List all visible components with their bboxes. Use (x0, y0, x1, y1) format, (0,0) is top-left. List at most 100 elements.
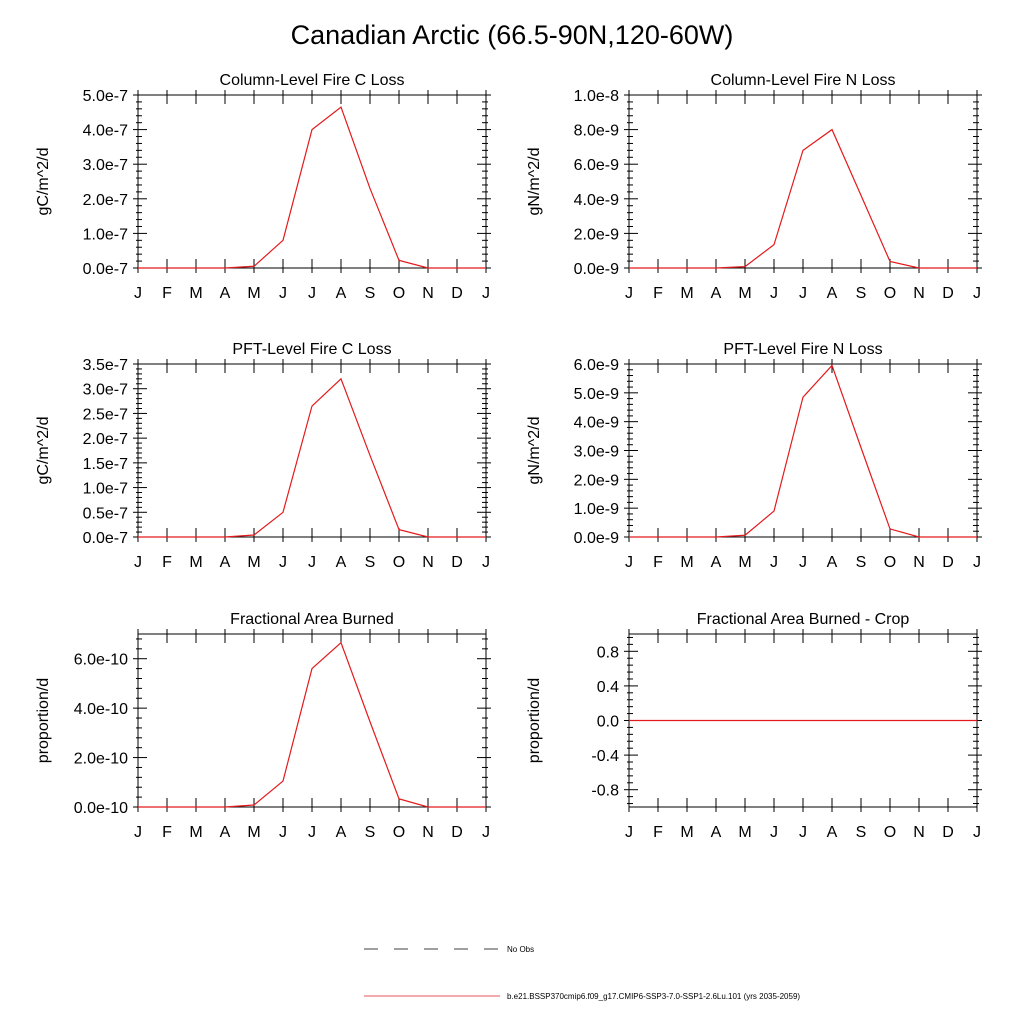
legend (364, 948, 500, 997)
x-tick-label: A (336, 824, 347, 841)
x-tick-label: J (134, 824, 142, 841)
y-axis-label: gC/m^2/d (35, 148, 52, 216)
y-axis-label: gN/m^2/d (526, 148, 543, 216)
x-tick-label: J (625, 285, 633, 302)
x-tick-label: F (653, 554, 663, 571)
series-line (629, 364, 977, 538)
y-tick-label: 0.0 (597, 714, 619, 731)
x-tick-label: M (247, 824, 260, 841)
x-tick-label: O (393, 824, 405, 841)
x-tick-label: F (653, 824, 663, 841)
panel-frame (137, 94, 487, 269)
y-tick-label: 1.0e-7 (83, 481, 128, 498)
y-tick-label: 0.0e-9 (574, 261, 619, 278)
x-tick-label: J (770, 554, 778, 571)
x-tick-label: M (247, 285, 260, 302)
y-tick-label: 0.0e-7 (83, 261, 128, 278)
y-tick-label: 3.0e-9 (574, 444, 619, 461)
x-tick-label: M (680, 824, 693, 841)
x-tick-label: O (884, 554, 896, 571)
y-tick-label: 2.0e-7 (83, 431, 128, 448)
y-tick-label: 1.0e-8 (574, 88, 619, 105)
y-tick-label: 4.0e-9 (574, 415, 619, 432)
x-tick-label: S (856, 554, 867, 571)
x-tick-label: M (680, 285, 693, 302)
y-tick-label: 0.5e-7 (83, 505, 128, 522)
x-tick-label: N (913, 285, 925, 302)
x-tick-label: F (653, 285, 663, 302)
x-tick-label: O (393, 554, 405, 571)
x-tick-label: S (856, 824, 867, 841)
x-tick-label: J (134, 554, 142, 571)
x-tick-label: D (451, 824, 463, 841)
x-tick-label: J (973, 554, 981, 571)
panel-5 (624, 629, 982, 812)
x-tick-label: D (942, 824, 954, 841)
y-tick-label: 4.0e-9 (574, 192, 619, 209)
panel-frame (137, 363, 487, 538)
y-tick-label: 1.5e-7 (83, 456, 128, 473)
x-tick-label: M (738, 554, 751, 571)
series-line (138, 377, 486, 538)
y-tick-label: -0.4 (591, 748, 619, 765)
x-tick-label: A (220, 285, 231, 302)
x-tick-label: D (942, 285, 954, 302)
x-tick-label: J (973, 285, 981, 302)
y-tick-label: 0.0e-10 (74, 800, 128, 817)
x-tick-label: O (393, 285, 405, 302)
x-tick-label: A (827, 554, 838, 571)
panel-title: PFT-Level Fire C Loss (232, 341, 391, 358)
panel-1 (624, 90, 982, 273)
x-tick-label: D (942, 554, 954, 571)
panel-frame (628, 363, 978, 538)
x-tick-label: M (738, 285, 751, 302)
x-tick-label: A (336, 285, 347, 302)
legend-obs-label: No Obs (507, 945, 534, 954)
x-tick-label: S (856, 285, 867, 302)
x-tick-label: A (220, 554, 231, 571)
y-tick-label: 5.0e-9 (574, 386, 619, 403)
x-tick-label: J (799, 285, 807, 302)
x-tick-label: A (220, 824, 231, 841)
y-tick-label: 8.0e-9 (574, 123, 619, 140)
series-line (629, 128, 977, 269)
y-axis-label: proportion/d (35, 678, 52, 763)
y-axis-label: proportion/d (526, 678, 543, 763)
panel-title: Column-Level Fire C Loss (220, 72, 405, 89)
panel-2 (133, 359, 491, 542)
x-tick-label: J (134, 285, 142, 302)
x-tick-label: A (827, 824, 838, 841)
x-tick-label: F (162, 824, 172, 841)
panel-title: Fractional Area Burned - Crop (697, 611, 910, 628)
y-tick-label: 2.0e-9 (574, 226, 619, 243)
panel-title: PFT-Level Fire N Loss (723, 341, 882, 358)
panel-frame (137, 633, 487, 808)
y-tick-label: 0.0e-9 (574, 530, 619, 547)
y-axis-label: gN/m^2/d (526, 417, 543, 485)
panel-4 (133, 629, 491, 812)
y-tick-label: 4.0e-10 (74, 701, 128, 718)
x-tick-label: O (884, 285, 896, 302)
x-tick-label: M (738, 824, 751, 841)
x-tick-label: A (711, 285, 722, 302)
x-tick-label: J (279, 554, 287, 571)
x-tick-label: A (336, 554, 347, 571)
panel-frame (628, 94, 978, 269)
x-tick-label: J (308, 554, 316, 571)
x-tick-label: J (482, 824, 490, 841)
x-tick-label: D (451, 285, 463, 302)
x-tick-label: J (799, 824, 807, 841)
panel-3 (624, 359, 982, 542)
y-tick-label: 0.4 (597, 679, 619, 696)
x-tick-label: J (973, 824, 981, 841)
y-tick-label: 3.0e-7 (83, 382, 128, 399)
x-tick-label: F (162, 285, 172, 302)
x-tick-label: M (680, 554, 693, 571)
x-tick-label: J (308, 824, 316, 841)
x-tick-label: D (451, 554, 463, 571)
panel-0 (133, 90, 491, 273)
series-line (138, 641, 486, 808)
x-tick-label: N (422, 285, 434, 302)
